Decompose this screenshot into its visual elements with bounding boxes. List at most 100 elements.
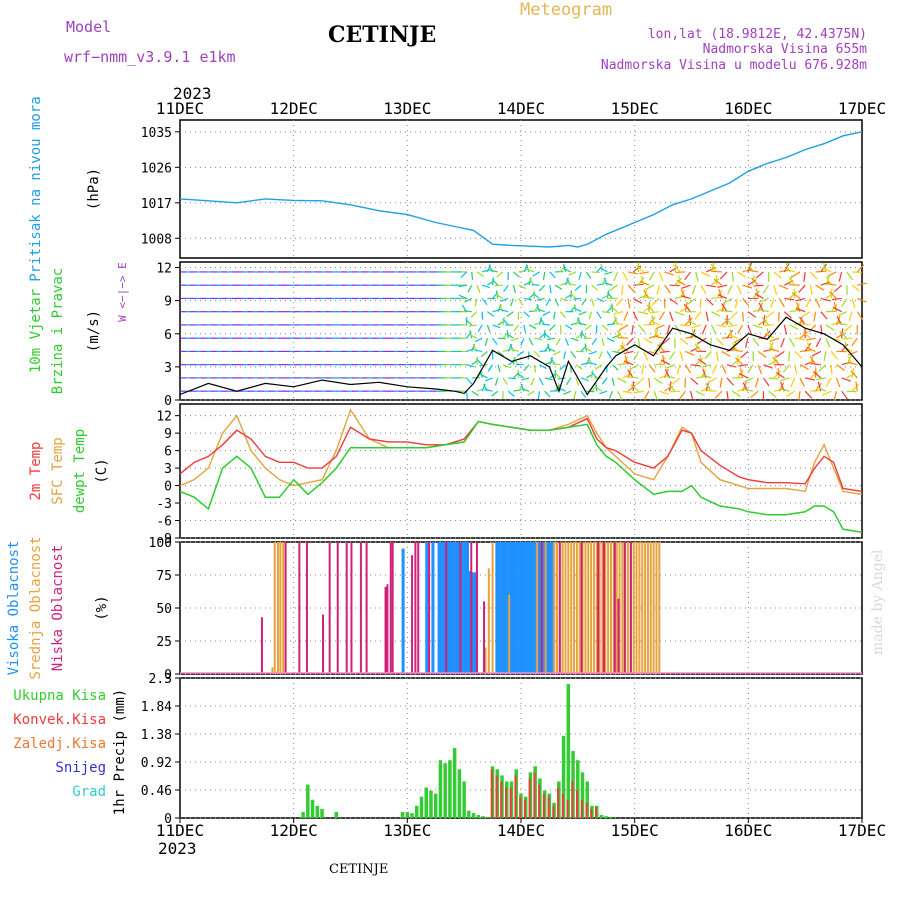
wind-arrow xyxy=(653,390,659,401)
wind-arrow xyxy=(513,358,520,366)
wind-arrow xyxy=(779,269,789,273)
wind-arrow xyxy=(710,278,720,286)
cloud-bar-1 xyxy=(655,542,658,674)
wind-arrow xyxy=(680,324,690,327)
wind-arrow xyxy=(527,390,535,396)
y-tick-label: 50 xyxy=(156,602,172,617)
wind-arrow xyxy=(711,364,718,374)
wind-arrow xyxy=(487,364,494,372)
model-name: wrf−nmm_v3.9.1 e1km xyxy=(64,48,236,66)
cloud-bar-2 xyxy=(391,542,394,674)
wind-arrow xyxy=(826,283,837,286)
wind-arrow xyxy=(474,298,478,307)
precip-legend-1: Konvek.Kisa xyxy=(13,712,106,728)
cloud-bar-1 xyxy=(632,542,635,674)
wind-arrow xyxy=(541,323,550,326)
wind-arrow xyxy=(674,324,682,334)
wind-arrow xyxy=(718,288,723,299)
y-tick-label: 0.92 xyxy=(141,756,172,771)
wind-arrow xyxy=(701,364,712,368)
wind-arrow xyxy=(648,334,659,339)
wind-arrow xyxy=(547,343,551,352)
wind-arrow xyxy=(600,267,608,273)
cloud-bar-0 xyxy=(509,542,513,674)
precip-bar-0 xyxy=(410,813,414,818)
y-tick-label: 6 xyxy=(164,445,172,460)
precip-bar-1 xyxy=(500,781,503,818)
wind-arrow xyxy=(653,328,659,339)
wind-arrow xyxy=(594,386,603,392)
wind-arrow xyxy=(835,315,841,326)
wind-arrow xyxy=(752,324,763,329)
wind-arrow xyxy=(538,377,544,386)
wind-arrow xyxy=(810,371,819,379)
wind-arrow xyxy=(690,364,701,367)
wind-arrow xyxy=(717,294,728,299)
wind-arrow xyxy=(627,271,638,275)
wind-arrow xyxy=(627,384,637,392)
wind-arrow xyxy=(617,377,627,383)
wind-arrow xyxy=(675,271,686,274)
wind-arrow xyxy=(714,390,723,399)
cloud-bar-1 xyxy=(573,542,576,674)
wind-arrow xyxy=(743,377,754,383)
wind-arrow xyxy=(778,284,789,290)
wind-arrow xyxy=(822,267,832,273)
wind-arrow xyxy=(626,337,634,346)
precip-bar-0 xyxy=(334,811,338,818)
wind-arrow xyxy=(570,351,577,359)
wind-arrow xyxy=(732,349,743,353)
wind-arrow xyxy=(752,337,760,347)
cloud-bar-0 xyxy=(537,542,541,674)
cloud-bar-0 xyxy=(515,542,519,674)
wind-arrow xyxy=(526,268,535,273)
wind-arrow xyxy=(458,284,467,288)
wind-arrow xyxy=(738,372,749,379)
wind-arrow xyxy=(613,311,623,315)
wind-arrow xyxy=(506,311,514,317)
cloud-bar-0 xyxy=(523,542,527,674)
cloud-bar-2 xyxy=(328,542,331,674)
wind-arrow xyxy=(460,271,467,279)
wind-arrow xyxy=(630,384,639,392)
model-label: Model xyxy=(66,18,112,36)
wind-arrow xyxy=(830,364,833,375)
cloud-bar-1 xyxy=(570,542,573,674)
cloud-bar-0 xyxy=(512,542,516,674)
wind-arrow xyxy=(465,319,473,326)
wind-arrow xyxy=(606,351,612,359)
wind-arrow xyxy=(795,307,806,313)
cloud-bar-2 xyxy=(558,542,561,674)
cloud-bar-1 xyxy=(273,542,276,674)
wind-arrow xyxy=(557,383,561,392)
cloud-bar-2 xyxy=(623,542,626,674)
wind-arrow xyxy=(794,350,803,359)
wind-arrow xyxy=(716,351,719,362)
wind-arrow xyxy=(521,377,530,381)
wind-arrow xyxy=(742,311,745,322)
wind-arrow xyxy=(609,305,618,313)
wind-arrow xyxy=(825,275,830,286)
wind-arrow xyxy=(525,264,530,273)
cloud-bar-2 xyxy=(260,617,263,674)
wind-arrow xyxy=(502,316,505,326)
ylabel-t2m: 2m Temp xyxy=(28,441,44,500)
wind-arrow xyxy=(743,388,754,392)
wind-arrow xyxy=(469,334,478,339)
y-tick-label: 1.38 xyxy=(141,728,172,743)
wind-arrow xyxy=(810,362,821,366)
wind-arrow xyxy=(573,391,577,400)
cloud-bar-2 xyxy=(428,542,431,674)
wind-arrow xyxy=(695,271,699,282)
precip-bar-1 xyxy=(590,808,593,818)
wind-arrow xyxy=(754,377,759,388)
wind-arrow xyxy=(534,337,543,341)
wind-arrow xyxy=(599,390,608,395)
wind-arrow xyxy=(619,344,629,352)
wind-arrow xyxy=(471,390,479,397)
wind-arrow xyxy=(590,369,594,379)
lonlat-label: lon,lat (18.9812E, 42.4375N) xyxy=(647,27,867,42)
wind-arrow xyxy=(595,364,603,370)
wind-arrow xyxy=(619,324,629,331)
cloud-bar-0 xyxy=(518,542,522,674)
